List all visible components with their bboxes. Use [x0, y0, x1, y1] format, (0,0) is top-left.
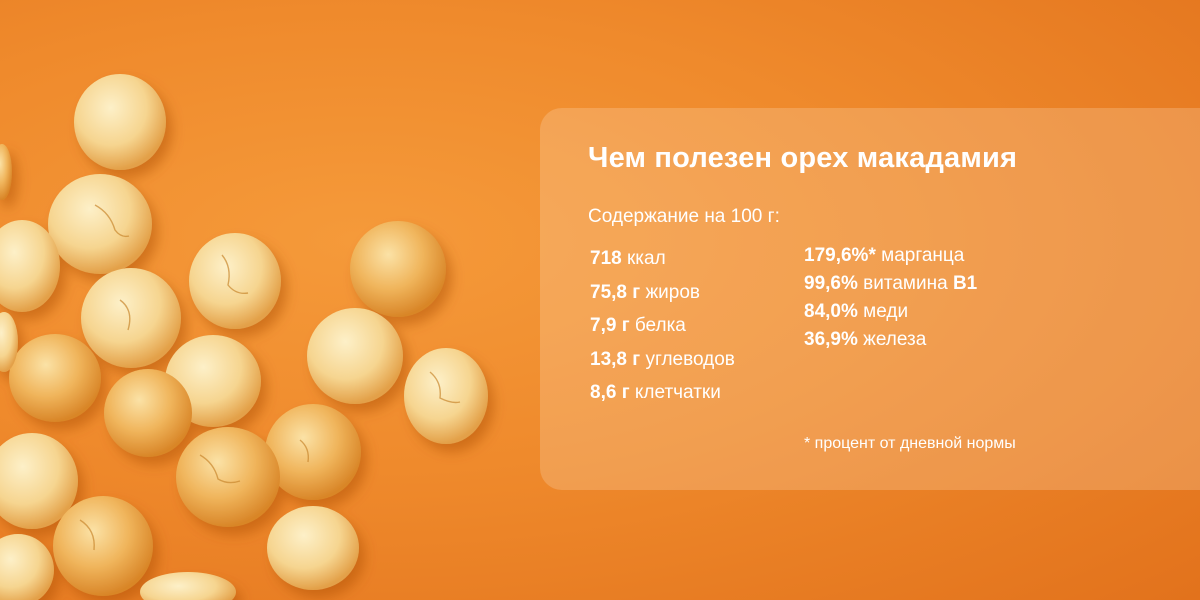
nutrient-value: 718 [590, 248, 622, 269]
nutrient-label: белка [634, 315, 686, 336]
nutrient-value: 7,9 г [590, 315, 630, 336]
nutrient-row: 75,8 г жиров [590, 276, 735, 310]
macadamia-nut [307, 308, 403, 404]
macadamia-nut [404, 348, 488, 444]
nutrient-value: 36,9% [804, 329, 858, 350]
nutrition-card: Чем полезен орех макадамия Содержание на… [540, 108, 1200, 490]
nutrient-row: 718 ккал [590, 242, 735, 276]
nutrient-row: 99,6% витамина B1 [804, 270, 977, 298]
macadamia-nut [53, 496, 153, 596]
macadamia-nut [140, 572, 236, 600]
nutrient-value: 8,6 г [590, 382, 630, 403]
nut-group [0, 74, 488, 600]
card-title: Чем полезен орех макадамия [588, 142, 1018, 174]
nutrient-row: 7,9 г белка [590, 309, 735, 343]
nutrient-row: 36,9% железа [804, 326, 977, 354]
nutrient-row: 84,0% меди [804, 298, 977, 326]
macadamia-nut [0, 433, 78, 529]
macadamia-nut [265, 404, 361, 500]
nutrient-label: витамина [863, 273, 948, 294]
macadamia-nut [0, 312, 18, 372]
macadamia-nut [9, 334, 101, 422]
nutrient-label: марганца [881, 245, 965, 266]
nutrient-value: 75,8 г [590, 281, 641, 303]
nutrient-list-right: 179,6%* марганца 99,6% витамина B1 84,0%… [804, 242, 977, 354]
macadamia-nut [0, 220, 60, 312]
nutrient-list-left: 718 ккал 75,8 г жиров 7,9 г белка 13,8 г… [590, 242, 735, 410]
macadamia-nut [0, 144, 12, 200]
footnote: * процент от дневной нормы [804, 435, 1016, 452]
nutrient-label: ккал [626, 248, 666, 269]
nutrient-value: 99,6% [804, 273, 858, 294]
nutrient-value: 179,6%* [804, 245, 876, 266]
macadamia-nut [176, 427, 280, 527]
nutrient-row: 8,6 г клетчатки [590, 376, 735, 410]
nutrient-row: 179,6%* марганца [804, 242, 977, 270]
macadamia-nut [81, 268, 181, 368]
nut-cracks [79, 204, 461, 551]
nutrient-label: меди [863, 301, 909, 322]
nutrient-row: 13,8 г углеводов [590, 343, 735, 377]
macadamia-nut [350, 221, 446, 317]
macadamia-nut [74, 74, 166, 170]
macadamia-nut [48, 174, 152, 274]
nutrient-label: железа [863, 329, 927, 350]
macadamia-nut [267, 506, 359, 590]
macadamia-nuts-photo [0, 74, 488, 600]
nutrient-label: жиров [645, 281, 701, 303]
nutrient-suffix: B1 [952, 273, 978, 294]
nutrient-label: клетчатки [634, 382, 721, 403]
nutrient-label: углеводов [645, 348, 735, 370]
macadamia-nut [0, 534, 54, 600]
macadamia-nut [189, 233, 281, 329]
nutrient-value: 13,8 г [590, 348, 641, 370]
macadamia-nut [104, 369, 192, 457]
card-subtitle: Содержание на 100 г: [588, 206, 780, 227]
nutrient-value: 84,0% [804, 301, 858, 322]
